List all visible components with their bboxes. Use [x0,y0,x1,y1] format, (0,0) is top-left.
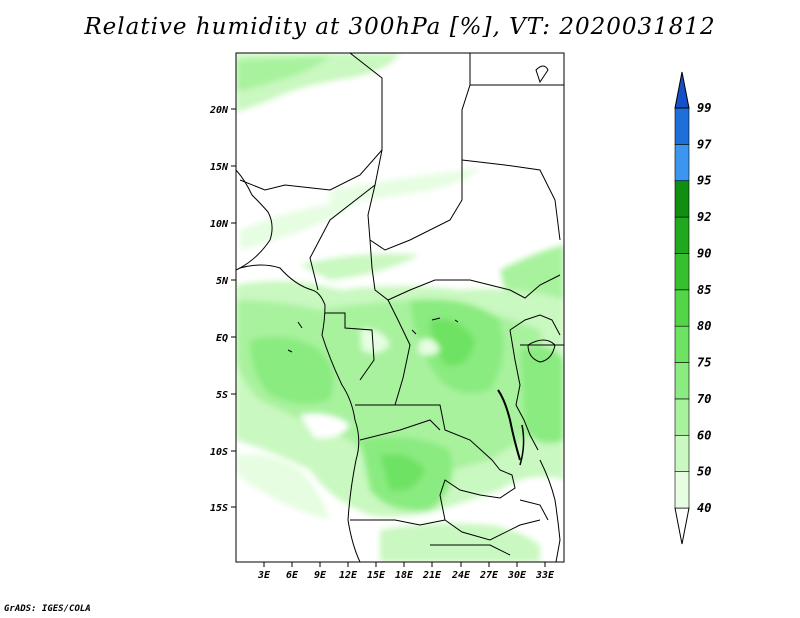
svg-text:15E: 15E [367,570,386,581]
map-title: Relative humidity at 300hPa [%], VT: 202… [84,14,716,40]
lon-tick: 3E [257,562,271,581]
colorbar-segment [674,434,690,472]
lat-axis: 20N 15N 10N 5N EQ 5S 10S 15S [209,105,236,514]
colorbar-label: 95 [697,174,711,188]
svg-text:5N: 5N [216,276,229,287]
svg-text:21E: 21E [422,570,442,581]
svg-text:9E: 9E [314,570,327,581]
lon-tick: 9E [314,562,327,581]
lon-tick: 21E [422,562,442,581]
colorbar-segment [674,216,690,254]
colorbar-label: 70 [697,392,711,406]
colorbar-segment [674,289,690,327]
colorbar-label: 99 [697,101,711,115]
svg-text:18E: 18E [395,570,414,581]
colorbar-label: 80 [697,319,711,333]
svg-text:33E: 33E [535,570,555,581]
colorbar: 40 50 60 70 75 80 85 90 92 95 97 99 [674,71,712,545]
colorbar-segment [674,471,690,509]
humidity-field [236,53,564,562]
svg-text:EQ: EQ [216,333,228,344]
country-borders [236,53,564,562]
colorbar-label: 85 [697,283,711,297]
colorbar-under-arrow [674,507,690,545]
lat-tick: 15N [210,162,236,173]
lon-tick: 33E [535,562,555,581]
svg-text:10N: 10N [210,219,229,230]
svg-text:24E: 24E [451,570,471,581]
svg-text:6E: 6E [286,570,299,581]
colorbar-label: 97 [697,137,712,151]
lat-tick: 5S [216,390,236,401]
lat-tick: 5N [216,276,236,287]
svg-text:30E: 30E [507,570,527,581]
svg-text:12E: 12E [339,570,358,581]
lat-tick: 20N [209,105,236,116]
lon-tick: 12E [339,562,358,581]
lon-tick: 27E [479,562,499,581]
plot-frame [235,52,565,563]
svg-text:15N: 15N [210,162,229,173]
svg-text:10S: 10S [210,447,228,458]
colorbar-segment [674,107,690,145]
lat-tick: 15S [210,503,236,514]
colorbar-segment [674,144,690,182]
svg-text:5S: 5S [216,390,228,401]
lon-tick: 6E [286,562,299,581]
colorbar-label: 60 [697,428,711,442]
lon-tick: 18E [395,562,414,581]
colorbar-label: 40 [697,501,711,515]
colorbar-segment [674,325,690,363]
lat-tick: EQ [216,333,236,344]
grads-credit: GrADS: IGES/COLA [4,604,91,614]
svg-text:3E: 3E [257,570,271,581]
lon-tick: 24E [451,562,471,581]
colorbar-label: 92 [697,210,711,224]
colorbar-label: 50 [697,465,711,479]
svg-text:20N: 20N [209,105,229,116]
svg-text:15S: 15S [210,503,228,514]
colorbar-segment [674,253,690,291]
lat-tick: 10S [210,447,236,458]
svg-text:27E: 27E [479,570,499,581]
colorbar-label: 90 [697,246,711,260]
lon-tick: 15E [367,562,386,581]
colorbar-segment [674,362,690,400]
colorbar-over-arrow [674,71,690,109]
lon-axis: 3E 6E 9E 12E 15E 18E 21E 24E 27E 30E 33E [257,562,555,581]
colorbar-label: 75 [697,356,711,370]
lat-tick: 10N [210,219,236,230]
colorbar-segment [674,180,690,218]
lon-tick: 30E [507,562,527,581]
colorbar-segment [674,398,690,436]
